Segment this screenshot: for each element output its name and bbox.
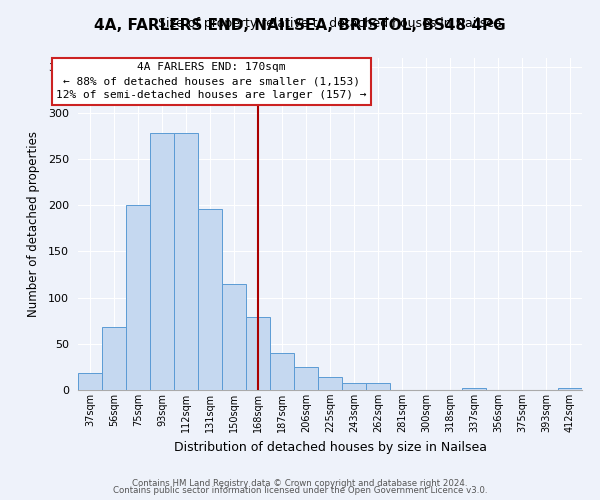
Bar [318,377,342,390]
Text: Contains HM Land Registry data © Crown copyright and database right 2024.: Contains HM Land Registry data © Crown c… [132,478,468,488]
Bar [366,382,390,390]
Y-axis label: Number of detached properties: Number of detached properties [26,130,40,317]
Bar [198,209,222,390]
Bar [246,317,270,390]
Text: 4A, FARLERS END, NAILSEA, BRISTOL, BS48 4PG: 4A, FARLERS END, NAILSEA, BRISTOL, BS48 … [94,18,506,32]
Text: Contains public sector information licensed under the Open Government Licence v3: Contains public sector information licen… [113,486,487,495]
Bar [126,206,150,390]
Text: 4A FARLERS END: 170sqm
← 88% of detached houses are smaller (1,153)
12% of semi-: 4A FARLERS END: 170sqm ← 88% of detached… [56,62,367,100]
Bar [150,133,174,390]
Bar [222,284,246,390]
Bar [78,374,102,390]
Title: Size of property relative to detached houses in Nailsea: Size of property relative to detached ho… [158,17,502,30]
Bar [294,367,318,390]
Bar [342,382,366,390]
X-axis label: Distribution of detached houses by size in Nailsea: Distribution of detached houses by size … [173,440,487,454]
Bar [558,388,582,390]
Bar [174,133,198,390]
Bar [270,353,294,390]
Bar [102,327,126,390]
Bar [462,388,486,390]
